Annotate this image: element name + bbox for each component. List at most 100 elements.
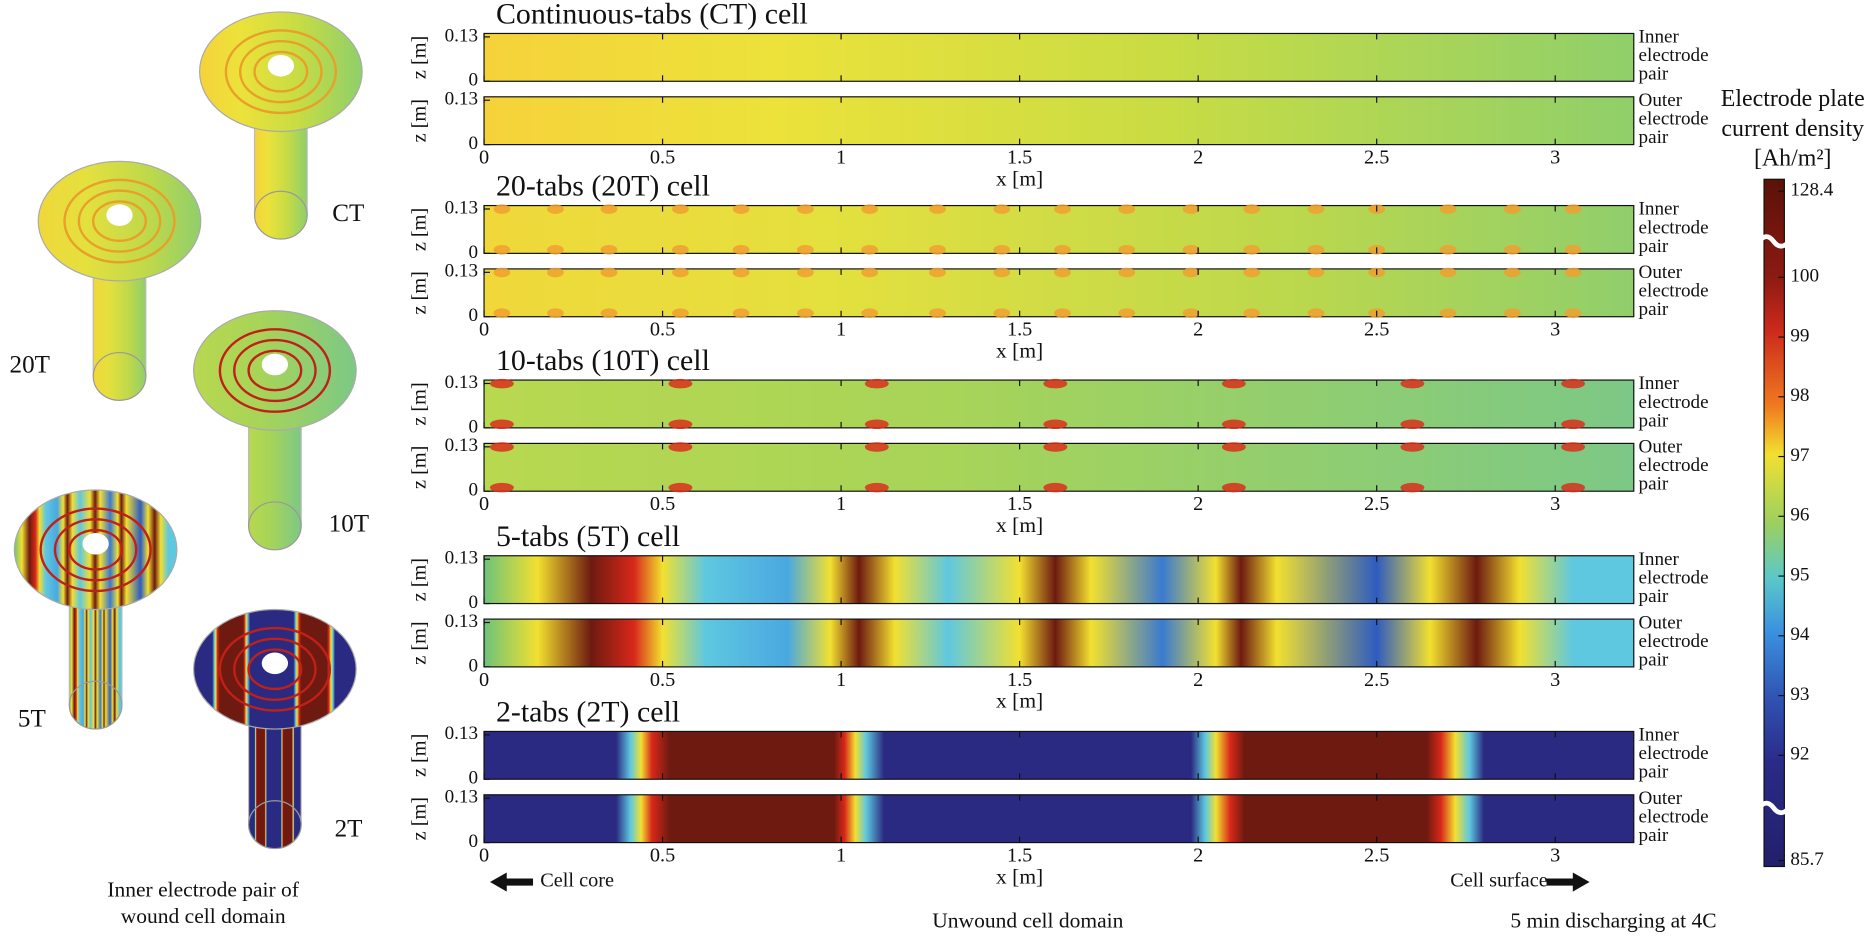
colorbar-tick-label: 100 xyxy=(1790,266,1819,287)
tab-hotspot xyxy=(861,267,879,278)
strip-label: pair xyxy=(1639,825,1669,846)
x-tick-label: 3 xyxy=(1550,319,1560,341)
field-strip xyxy=(483,730,1635,780)
tab-hotspot xyxy=(993,245,1011,255)
tab-hotspot xyxy=(797,245,814,255)
x-tick-label: 2 xyxy=(1193,147,1203,169)
tab-hotspot xyxy=(668,482,693,493)
strip-label: electrode xyxy=(1639,806,1709,827)
x-tick-label: 2 xyxy=(1193,669,1203,691)
left-caption: wound cell domain xyxy=(121,904,286,928)
z-axis-label: z [m] xyxy=(408,734,430,777)
x-tick-label: 1 xyxy=(836,845,846,867)
x-tick-label: 3 xyxy=(1550,669,1560,691)
wound-core xyxy=(82,533,109,555)
z-axis-label: z [m] xyxy=(408,271,430,314)
z-axis-label: z [m] xyxy=(408,797,430,840)
tab-hotspot xyxy=(1504,308,1521,318)
strip-label: electrode xyxy=(1639,217,1709,238)
x-tick-label: 2 xyxy=(1193,493,1203,515)
x-tick-label: 0 xyxy=(479,669,489,691)
wound-ring xyxy=(224,29,338,115)
tab-hotspot xyxy=(861,204,879,214)
tab-hotspot xyxy=(993,267,1011,278)
strip-label: pair xyxy=(1639,299,1669,320)
tab-hotspot xyxy=(489,378,514,389)
strip-label: Outer xyxy=(1639,437,1683,458)
x-axis-label: x [m] xyxy=(996,166,1043,190)
cell-core: Cell core xyxy=(540,870,614,892)
tab-hotspot xyxy=(1221,378,1246,389)
tab-hotspot xyxy=(1182,204,1200,214)
strip-label: Inner xyxy=(1639,27,1680,48)
z-tick-label: 0.13 xyxy=(445,261,478,282)
strip-label: pair xyxy=(1639,410,1669,431)
x-tick-label: 1.5 xyxy=(1007,669,1032,691)
field-strip xyxy=(483,794,1635,844)
panel-title: 2-tabs (2T) cell xyxy=(496,696,680,729)
x-axis-label: x [m] xyxy=(996,513,1043,537)
z-tick-label: 0 xyxy=(468,831,478,852)
z-tick-label: 0 xyxy=(468,133,478,154)
tab-hotspot xyxy=(929,245,946,255)
wound-ring xyxy=(247,349,303,392)
tab-hotspot xyxy=(864,378,889,389)
strip-label: Outer xyxy=(1639,788,1683,809)
tab-hotspot xyxy=(1182,245,1200,255)
strip-label: Inner xyxy=(1639,199,1680,220)
tab-hotspot xyxy=(1118,204,1136,214)
tab-hotspot xyxy=(1439,204,1457,214)
x-tick-label: 1.5 xyxy=(1007,319,1032,341)
colorbar-tick-label: 94 xyxy=(1790,624,1810,645)
strip-label: pair xyxy=(1639,762,1669,783)
colorbar xyxy=(1763,178,1785,868)
colorbar-title: Electrode plate xyxy=(1721,86,1865,112)
x-axis-label: x [m] xyxy=(996,689,1043,713)
tab-hotspot xyxy=(493,204,511,214)
tab-hotspot xyxy=(1400,378,1425,389)
wound-ring xyxy=(77,189,162,253)
strip-label: electrode xyxy=(1639,281,1709,302)
strip-label: pair xyxy=(1639,127,1669,148)
tab-hotspot xyxy=(672,308,689,318)
tab-hotspot xyxy=(1400,482,1425,493)
field-strip xyxy=(483,555,1635,605)
tab-hotspot xyxy=(668,378,693,389)
colorbar-tick-label: 95 xyxy=(1790,564,1809,585)
z-tick-label: 0.13 xyxy=(445,548,478,569)
strip-label: Outer xyxy=(1639,262,1683,283)
cell-label: 20T xyxy=(10,352,50,379)
z-tick-label: 0 xyxy=(468,768,478,789)
x-tick-label: 1 xyxy=(836,319,846,341)
z-tick-label: 0 xyxy=(468,70,478,91)
tab-hotspot xyxy=(1307,308,1325,318)
z-axis-label: z [m] xyxy=(408,558,430,601)
strip-label: pair xyxy=(1639,586,1669,607)
tab-hotspot xyxy=(1054,204,1071,214)
z-axis-label: z [m] xyxy=(408,36,430,79)
x-tick-label: 1.5 xyxy=(1007,493,1032,515)
z-tick-label: 0.13 xyxy=(445,372,478,393)
z-tick-label: 0.13 xyxy=(445,435,478,456)
tab-hotspot xyxy=(600,308,618,318)
colorbar-tick-label: 93 xyxy=(1790,684,1809,705)
x-tick-label: 2.5 xyxy=(1364,845,1389,867)
z-axis-label: z [m] xyxy=(408,99,430,142)
tab-hotspot xyxy=(493,267,511,278)
colorbar-tick-label: 98 xyxy=(1790,385,1809,406)
colorbar-title: [Ah/m²] xyxy=(1754,146,1832,172)
z-tick-label: 0 xyxy=(468,305,478,326)
x-tick-label: 0 xyxy=(479,147,489,169)
x-tick-label: 3 xyxy=(1550,493,1560,515)
tab-hotspot xyxy=(1182,308,1200,318)
tab-hotspot xyxy=(864,482,889,493)
field-strip xyxy=(483,96,1635,146)
z-tick-label: 0.13 xyxy=(445,197,478,218)
z-tick-label: 0.13 xyxy=(445,89,478,110)
tab-hotspot xyxy=(672,204,689,214)
wound-ring xyxy=(92,200,148,243)
field-strip xyxy=(483,204,1635,254)
wound-ring xyxy=(233,637,317,701)
strip-label: electrode xyxy=(1639,392,1709,413)
